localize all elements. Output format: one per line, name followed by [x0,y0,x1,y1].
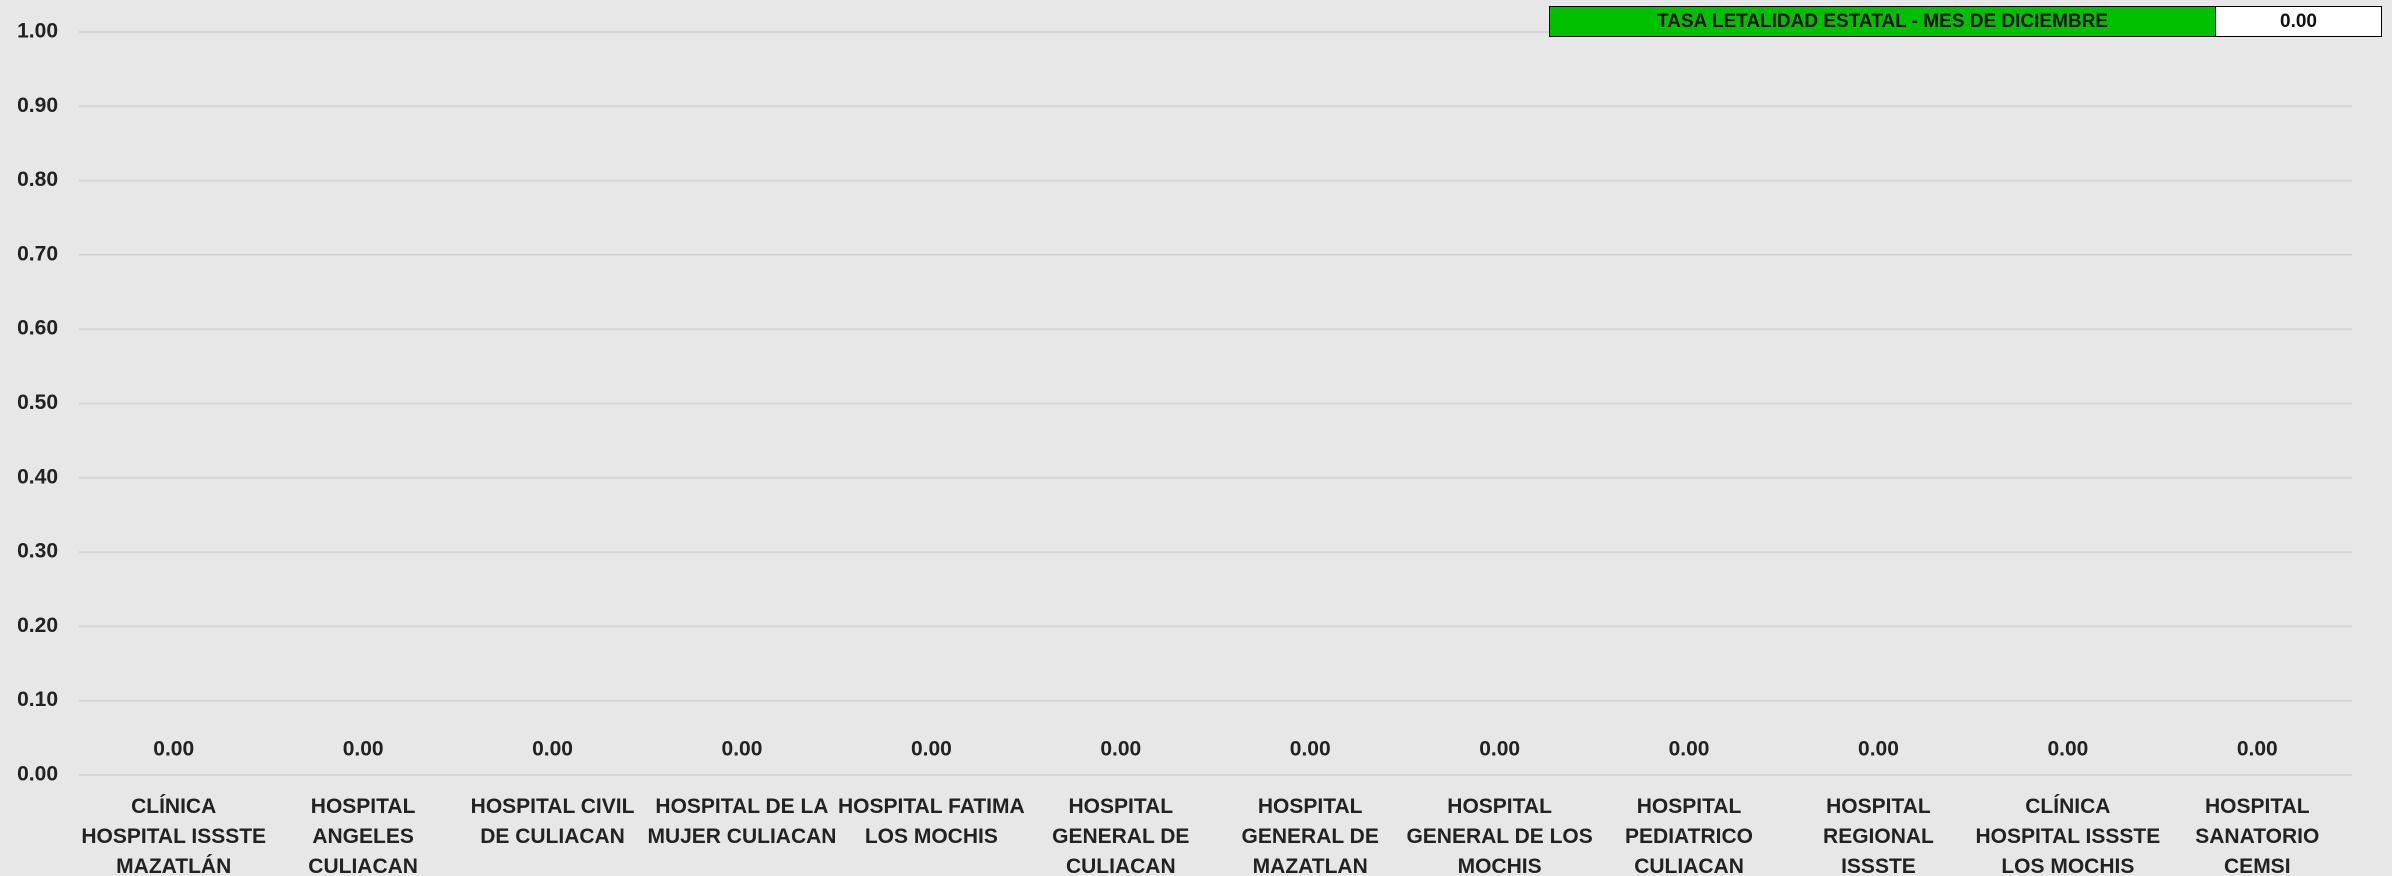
y-tick-label: 0.10 [17,688,58,711]
x-tick-label: HOSPITAL GENERAL DE CULIACAN [1052,795,1190,876]
x-tick-label: HOSPITAL ANGELES CULIACAN [308,795,418,876]
y-tick-label: 0.40 [17,465,58,488]
y-tick-label: 0.30 [17,540,58,563]
value-label: 0.00 [911,738,952,761]
x-tick-label: HOSPITAL GENERAL DE MAZATLAN [1241,795,1379,876]
y-tick-label: 0.70 [17,242,58,265]
y-tick-label: 0.80 [17,168,58,191]
x-tick-label: HOSPITAL GENERAL DE LOS MOCHIS [1406,795,1593,876]
x-tick-label: HOSPITAL PEDIATRICO CULIACAN [1625,795,1753,876]
x-tick-label: CLÍNICA HOSPITAL ISSSTE MAZATLÁN [81,795,267,876]
value-label: 0.00 [532,738,573,761]
value-label: 0.00 [1290,738,1331,761]
y-tick-label: 0.20 [17,614,58,637]
value-label: 0.00 [1858,738,1899,761]
y-tick-label: 1.00 [17,20,58,43]
value-label: 0.00 [1100,738,1141,761]
value-label: 0.00 [343,738,384,761]
value-label: 0.00 [722,738,763,761]
x-tick-label: CLÍNICA HOSPITAL ISSSTE LOS MOCHIS [1975,795,2161,876]
x-tick-label: HOSPITAL REGIONAL ISSSTE CULIACAN [1823,795,1934,876]
annotation-value: 0.00 [2215,6,2382,37]
value-label: 0.00 [1479,738,1520,761]
value-label: 0.00 [1669,738,1710,761]
x-tick-label: HOSPITAL CIVIL DE CULIACAN [470,795,635,848]
y-tick-label: 0.60 [17,317,58,340]
x-tick-label: HOSPITAL DE LA MUJER CULIACAN [647,795,837,848]
value-label: 0.00 [2047,738,2088,761]
value-label: 0.00 [2237,738,2278,761]
x-tick-label: HOSPITAL SANATORIO CEMSI CHAPULTEPEC [2195,795,2320,876]
annotation-label: TASA LETALIDAD ESTATAL - MES DE DICIEMBR… [1549,6,2216,37]
y-tick-label: 0.50 [17,391,58,414]
value-label: 0.00 [153,738,194,761]
y-tick-label: 0.90 [17,94,58,117]
y-tick-label: 0.00 [17,763,58,786]
x-tick-label: HOSPITAL FATIMA LOS MOCHIS [838,795,1025,848]
